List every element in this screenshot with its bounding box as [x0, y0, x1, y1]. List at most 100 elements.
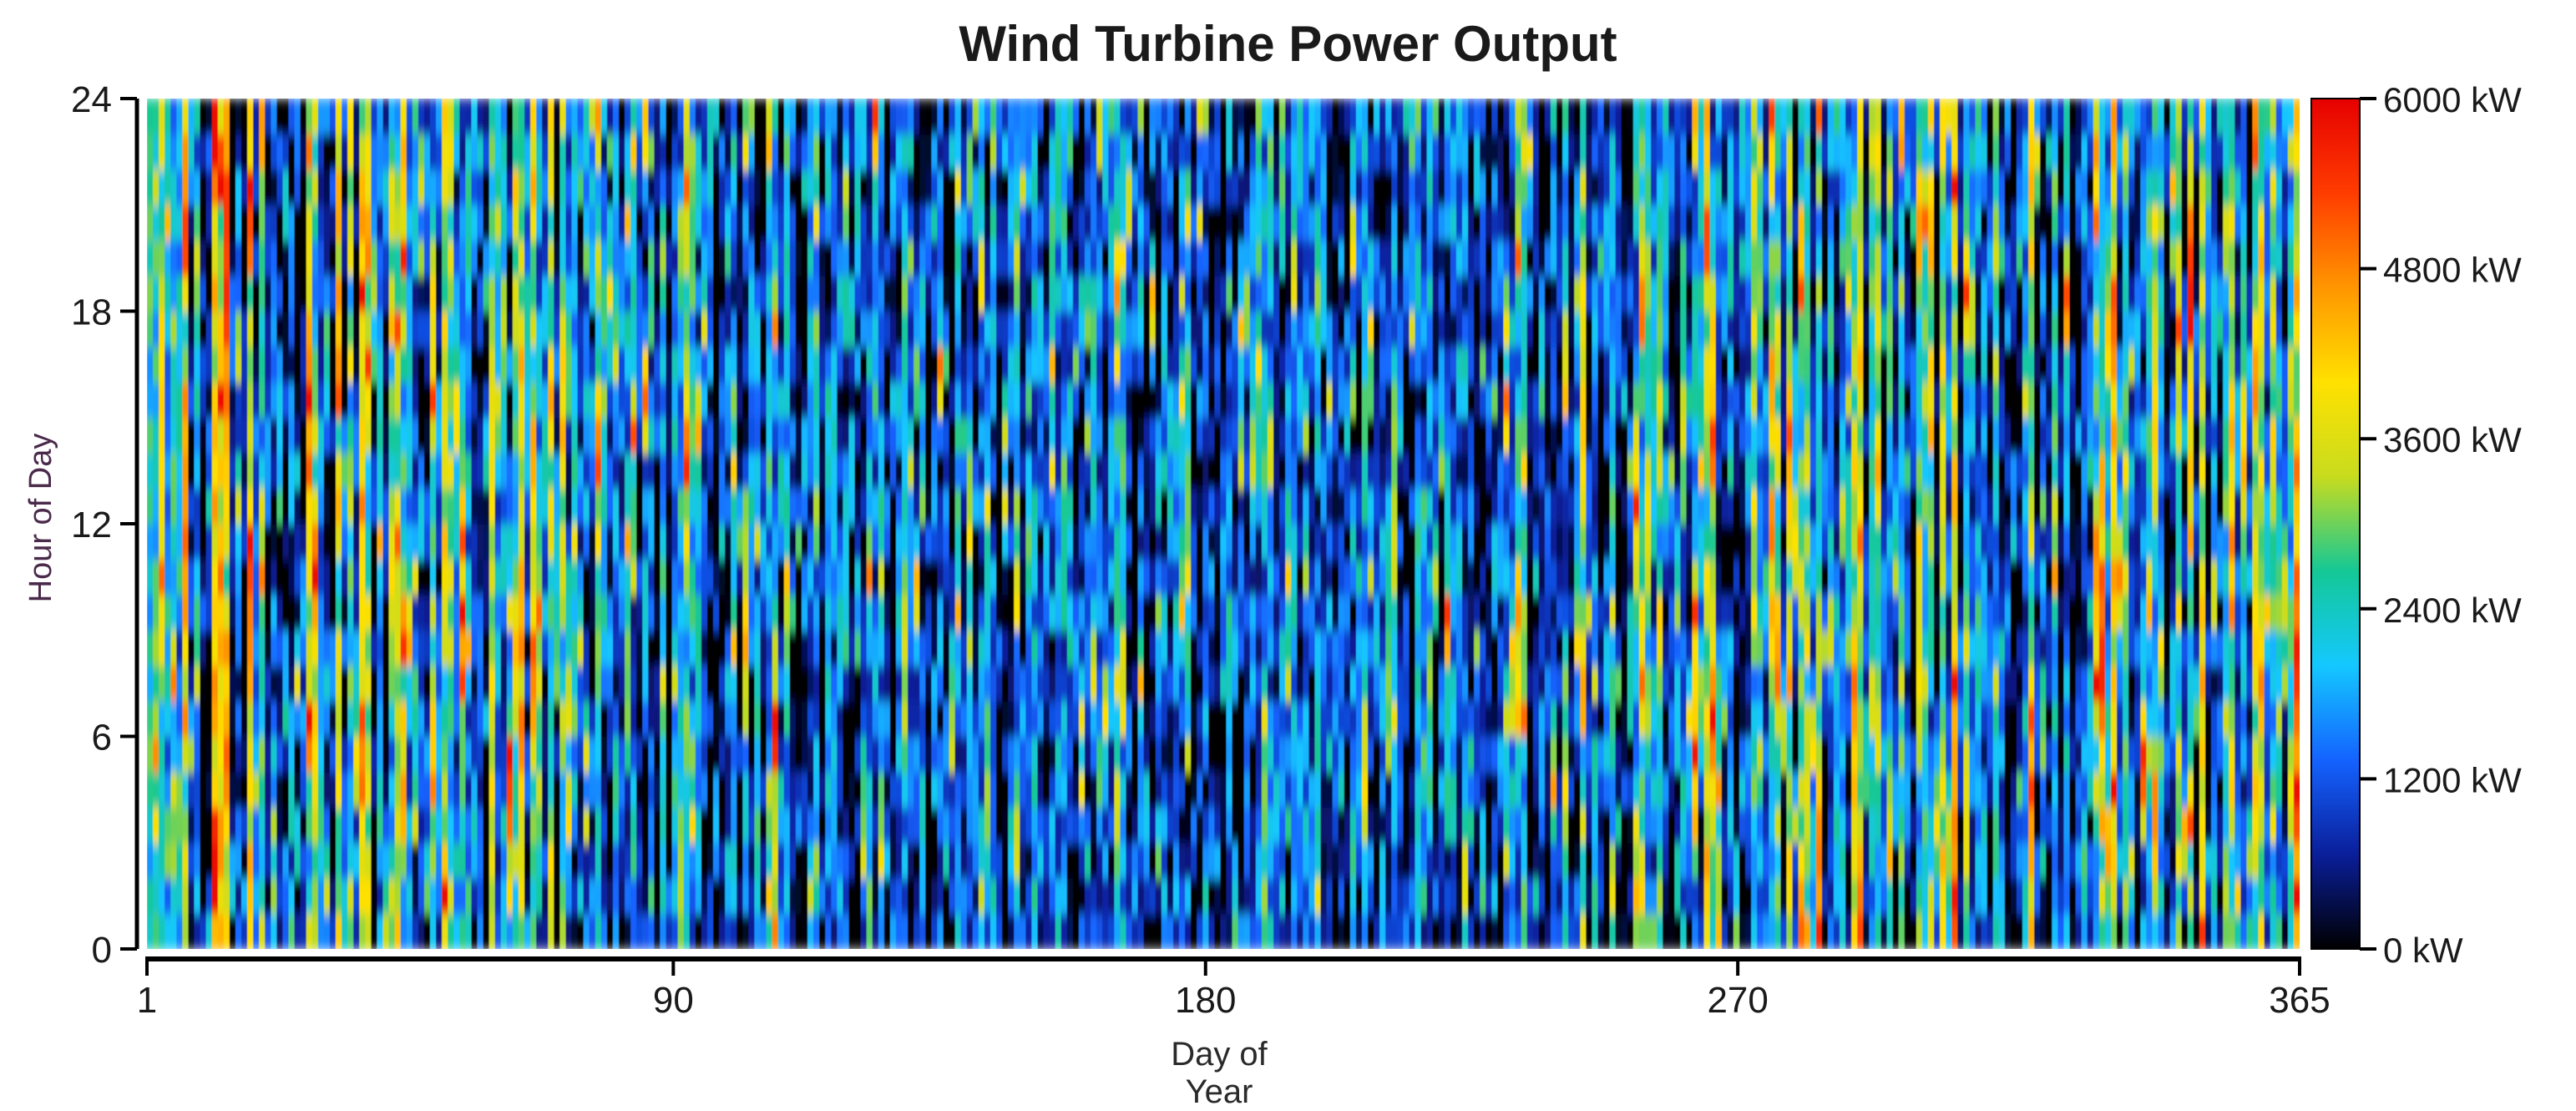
heatmap-cell	[783, 169, 791, 206]
heatmap-cell	[317, 842, 325, 879]
heatmap-cell	[241, 134, 248, 170]
heatmap-cell	[282, 559, 290, 596]
heatmap-cell	[1066, 311, 1074, 348]
heatmap-cell	[259, 701, 266, 738]
heatmap-cell	[766, 276, 773, 312]
heatmap-cell	[1355, 134, 1363, 170]
heatmap-cell	[235, 736, 242, 773]
heatmap-cell	[908, 488, 914, 525]
heatmap-cell	[1137, 346, 1145, 383]
heatmap-cell	[1344, 701, 1351, 738]
heatmap-cell	[388, 559, 396, 596]
heatmap-cell	[554, 559, 561, 596]
heatmap-cell	[713, 382, 720, 419]
heatmap-cell	[159, 913, 165, 949]
heatmap-cell	[984, 488, 991, 525]
heatmap-cell	[872, 594, 879, 632]
heatmap-cell	[1326, 878, 1334, 915]
heatmap-cell	[1361, 205, 1369, 241]
heatmap-cell	[742, 524, 750, 561]
heatmap-cell	[1126, 594, 1133, 632]
heatmap-cell	[742, 453, 750, 490]
heatmap-cell	[789, 524, 797, 561]
heatmap-cell	[571, 842, 579, 879]
heatmap-cell	[937, 594, 944, 632]
heatmap-cell	[1249, 205, 1257, 241]
heatmap-cell	[188, 276, 195, 312]
heatmap-cell	[205, 913, 213, 949]
heatmap-cell	[430, 453, 437, 490]
heatmap-cell	[1091, 346, 1097, 383]
heatmap-cell	[512, 701, 519, 738]
heatmap-cell	[147, 99, 154, 135]
heatmap-cell	[317, 134, 325, 170]
heatmap-cell	[984, 559, 991, 596]
heatmap-cell	[1072, 169, 1080, 206]
heatmap-cell	[848, 524, 856, 561]
heatmap-cell	[1202, 665, 1210, 702]
heatmap-cell	[719, 453, 726, 490]
heatmap-cell	[837, 276, 844, 312]
heatmap-cell	[1303, 311, 1310, 348]
heatmap-cell	[801, 382, 808, 419]
heatmap-cell	[630, 276, 638, 312]
heatmap-cell	[595, 276, 602, 312]
heatmap-cell	[1249, 240, 1257, 276]
heatmap-cell	[766, 346, 773, 383]
heatmap-cell	[170, 276, 178, 312]
heatmap-cell	[259, 311, 266, 348]
heatmap-cell	[306, 311, 313, 348]
heatmap-cell	[725, 524, 732, 561]
heatmap-cell	[1037, 771, 1045, 809]
heatmap-cell	[465, 736, 473, 773]
heatmap-cell	[913, 878, 921, 915]
heatmap-cell	[247, 736, 254, 773]
heatmap-cell	[630, 559, 638, 596]
heatmap-cell	[182, 771, 190, 809]
heatmap-cell	[406, 169, 413, 206]
heatmap-cell	[1349, 524, 1357, 561]
heatmap-cell	[783, 240, 791, 276]
heatmap-cell	[147, 169, 154, 206]
heatmap-cell	[1197, 736, 1204, 773]
heatmap-cell	[760, 878, 767, 915]
heatmap-cell	[760, 311, 767, 348]
heatmap-cell	[406, 524, 413, 561]
heatmap-cell	[1037, 453, 1045, 490]
heatmap-cell	[1002, 99, 1009, 135]
heatmap-cell	[342, 488, 348, 525]
heatmap-cell	[571, 382, 579, 419]
heatmap-cell	[1002, 276, 1009, 312]
heatmap-cell	[931, 630, 939, 667]
heatmap-cell	[188, 842, 195, 879]
heatmap-cell	[1232, 665, 1239, 702]
heatmap-cell	[1078, 134, 1086, 170]
heatmap-cell	[506, 559, 514, 596]
heatmap-cell	[1131, 842, 1139, 879]
heatmap-cell	[347, 134, 354, 170]
heatmap-cell	[996, 346, 1003, 383]
heatmap-cell	[908, 205, 914, 241]
heatmap-cell	[276, 205, 284, 241]
heatmap-cell	[583, 382, 590, 419]
heatmap-cell	[731, 701, 738, 738]
heatmap-cell	[294, 630, 301, 667]
heatmap-cell	[754, 311, 762, 348]
heatmap-cell	[164, 701, 172, 738]
heatmap-cell	[483, 99, 490, 135]
heatmap-cell	[978, 842, 985, 879]
heatmap-cell	[1120, 701, 1127, 738]
heatmap-cell	[548, 417, 555, 454]
heatmap-cell	[1055, 807, 1062, 844]
heatmap-cell	[1014, 346, 1021, 383]
heatmap-cell	[265, 276, 272, 312]
heatmap-cell	[1096, 134, 1104, 170]
heatmap-cell	[471, 594, 478, 632]
heatmap-cell	[819, 524, 827, 561]
heatmap-cell	[783, 99, 791, 135]
heatmap-cell	[200, 878, 207, 915]
heatmap-cell	[889, 630, 897, 667]
heatmap-cell	[459, 559, 467, 596]
heatmap-cell	[300, 99, 307, 135]
heatmap-cell	[448, 594, 455, 632]
